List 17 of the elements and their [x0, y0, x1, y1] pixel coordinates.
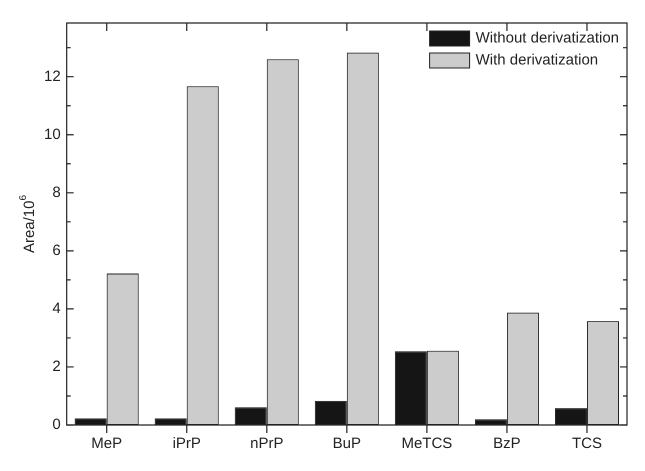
x-tick-label: BuP	[332, 435, 362, 452]
y-tick-label: 10	[44, 126, 61, 143]
x-tick-label: TCS	[572, 435, 602, 452]
x-tick-label: iPrP	[172, 435, 201, 452]
y-tick-label: 6	[52, 242, 61, 259]
y-tick-label: 12	[44, 68, 61, 85]
y-tick-label: 4	[52, 300, 61, 318]
x-tick-label: BzP	[493, 435, 521, 452]
x-tick-label: MeTCS	[401, 435, 452, 452]
y-tick-label: 0	[52, 416, 61, 434]
legend-label: With derivatization	[476, 52, 598, 69]
x-tick-label: nPrP	[250, 435, 284, 452]
x-tick-label: MeP	[91, 435, 122, 452]
y-axis-title: Area/106	[18, 194, 38, 254]
legend-label: Without derivatization	[476, 30, 620, 47]
y-tick-label: 8	[52, 184, 61, 201]
y-tick-label: 2	[52, 358, 61, 376]
